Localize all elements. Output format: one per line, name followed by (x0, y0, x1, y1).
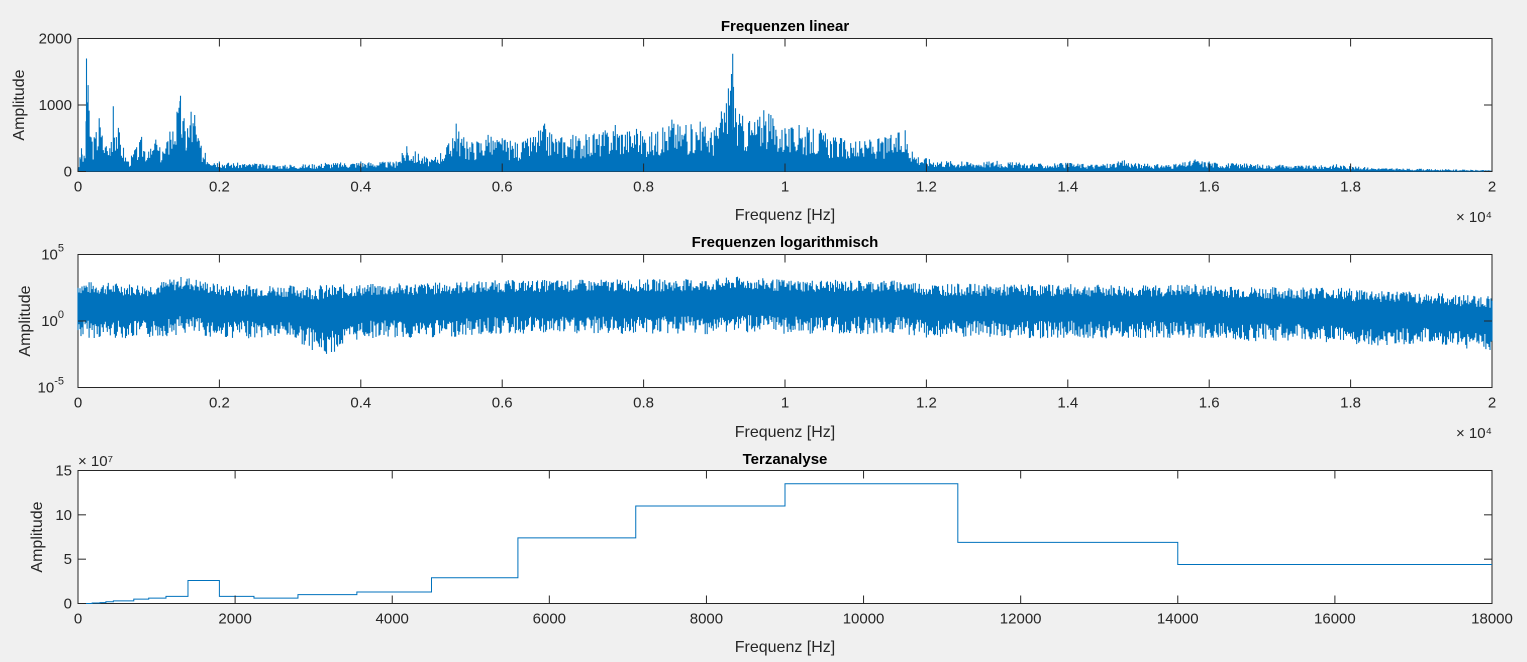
y-axis-label: Amplitude (17, 285, 34, 356)
y-axis-label: Amplitude (11, 69, 28, 140)
x-tick-label: 0.2 (209, 395, 230, 412)
x-tick-label: 0.8 (633, 179, 654, 196)
x-tick-label: 1.8 (1340, 179, 1361, 196)
chart-title: Terzanalyse (743, 451, 828, 468)
series-marks (78, 483, 1492, 604)
subplot-terzanalyse: 0 2000 4000 6000 8000 10000 12000 14000 16000 180… (29, 451, 1513, 656)
x-exponent-label: × 10⁴ (1456, 209, 1492, 226)
x-tick-label: 0.6 (492, 179, 513, 196)
x-tick-label: 1 (781, 395, 789, 412)
series-line (78, 483, 1492, 604)
y-exponent-label: × 10⁷ (78, 453, 113, 470)
x-tick-label: 16000 (1314, 611, 1356, 628)
y-tick-label: 2000 (39, 31, 72, 48)
x-exponent-label: × 10⁴ (1456, 425, 1492, 442)
x-tick-label: 1.4 (1057, 395, 1078, 412)
series-marks (77, 276, 1493, 354)
x-tick-label: 1 (781, 179, 789, 196)
x-tick-label: 14000 (1157, 611, 1199, 628)
y-tick-label: 15 (55, 463, 72, 480)
x-tick-label: 1.6 (1199, 179, 1220, 196)
x-tick-label: 1.2 (916, 179, 937, 196)
x-tick-label: 0.2 (209, 179, 230, 196)
x-tick-label: 0.4 (350, 395, 371, 412)
x-tick-label: 1.2 (916, 395, 937, 412)
y-tick-label: 5 (64, 551, 72, 568)
x-tick-label: 10000 (843, 611, 885, 628)
x-axis-label: Frequenz [Hz] (735, 639, 835, 656)
x-tick-label: 4000 (376, 611, 409, 628)
x-tick-label: 8000 (690, 611, 723, 628)
x-axis-label: Frequenz [Hz] (735, 424, 835, 441)
y-axis-label: Amplitude (29, 501, 46, 572)
chart-title: Frequenzen logarithmisch (692, 234, 879, 251)
axis-ticks: 0 2000 4000 6000 8000 10000 12000 14000 16000 180… (55, 463, 1513, 628)
x-tick-label: 0 (74, 179, 82, 196)
x-tick-label: 2 (1488, 179, 1496, 196)
x-tick-label: 12000 (1000, 611, 1042, 628)
x-tick-label: 0.8 (633, 395, 654, 412)
y-tick-label: 0 (64, 596, 72, 613)
x-tick-label: 18000 (1471, 611, 1513, 628)
y-tick-label: 0 (64, 164, 72, 181)
y-tick-label: 10 (55, 507, 72, 524)
x-tick-label: 0 (74, 611, 82, 628)
x-tick-label: 6000 (533, 611, 566, 628)
y-tick-label: 1000 (39, 97, 72, 114)
axis-ticks: 0 0.2 0.4 0.6 0.8 1 1.2 1.4 1.6 1.8 2 0 1000 2000 (39, 31, 1497, 196)
x-tick-label: 0 (74, 395, 82, 412)
x-tick-label: 2000 (218, 611, 251, 628)
chart-title: Frequenzen linear (721, 18, 850, 35)
x-tick-label: 1.8 (1340, 395, 1361, 412)
series-line (77, 276, 1493, 354)
x-tick-label: 0.4 (350, 179, 371, 196)
x-tick-label: 1.4 (1057, 179, 1078, 196)
subplot-linear: 0 0.2 0.4 0.6 0.8 1 1.2 1.4 1.6 1.8 2 0 1000 2000 Fre… (11, 18, 1496, 226)
x-tick-label: 2 (1488, 395, 1496, 412)
x-tick-label: 1.6 (1199, 395, 1220, 412)
x-axis-label: Frequenz [Hz] (735, 207, 835, 224)
x-tick-label: 0.6 (492, 395, 513, 412)
